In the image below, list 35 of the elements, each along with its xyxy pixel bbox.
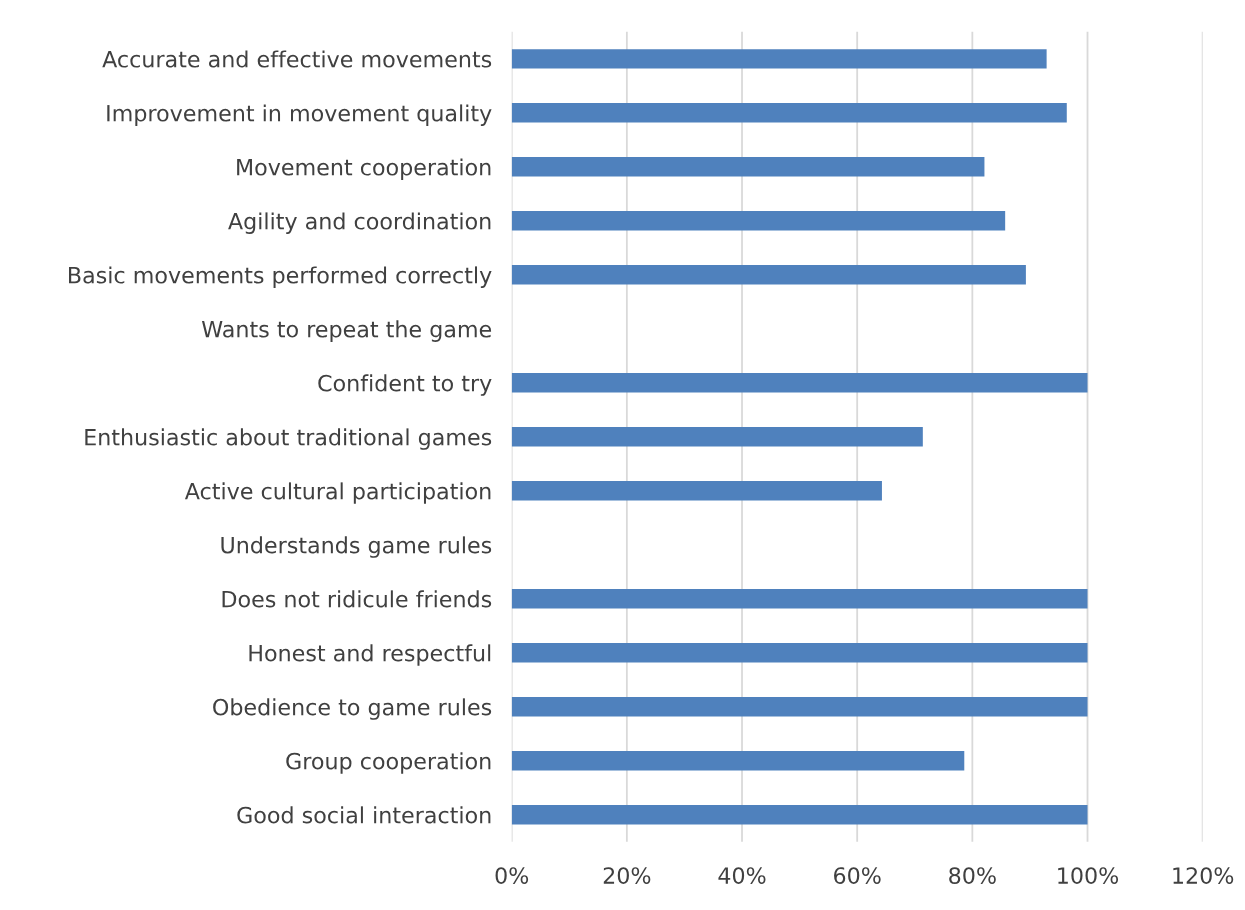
x-tick-label: 120% (1173, 867, 1234, 884)
y-tick-label: Improvement in movement quality (107, 104, 492, 126)
bar (511, 589, 1088, 609)
bar (511, 211, 1006, 231)
bar (511, 157, 985, 177)
bar (511, 49, 1047, 69)
y-tick-label: Enthusiastic about traditional games (85, 428, 492, 450)
bar (511, 751, 965, 771)
y-tick-label: Active cultural participation (184, 482, 491, 504)
bar (511, 805, 1088, 825)
y-tick-label: Does not ridicule friends (222, 590, 492, 608)
bar (511, 697, 1088, 717)
x-tick-label: 100% (1058, 867, 1119, 884)
bar (511, 373, 1088, 393)
x-tick-label: 40% (718, 867, 766, 884)
y-tick-label: Wants to repeat the game (201, 320, 492, 342)
y-tick-label: Accurate and effective movements (102, 50, 492, 68)
y-tick-label: Confident to try (318, 374, 492, 396)
bar (511, 265, 1026, 285)
x-tick-label: 0% (495, 867, 529, 884)
x-tick-label: 20% (603, 867, 651, 884)
y-tick-label: Obedience to game rules (213, 698, 492, 720)
y-tick-label: Good social interaction (237, 806, 491, 824)
bar (511, 427, 923, 447)
bar (511, 103, 1067, 123)
y-tick-label: Agility and coordination (228, 212, 491, 234)
bar (511, 481, 882, 501)
y-tick-label: Movement cooperation (237, 158, 491, 180)
y-tick-label: Basic movements performed correctly (69, 266, 492, 288)
x-tick-label: 60% (834, 867, 881, 884)
y-tick-label: Group cooperation (286, 752, 491, 774)
y-tick-label: Honest and respectful (249, 644, 491, 666)
x-tick-label: 80% (949, 867, 996, 884)
y-tick-label: Understands game rules (221, 536, 492, 558)
bar (511, 643, 1088, 663)
